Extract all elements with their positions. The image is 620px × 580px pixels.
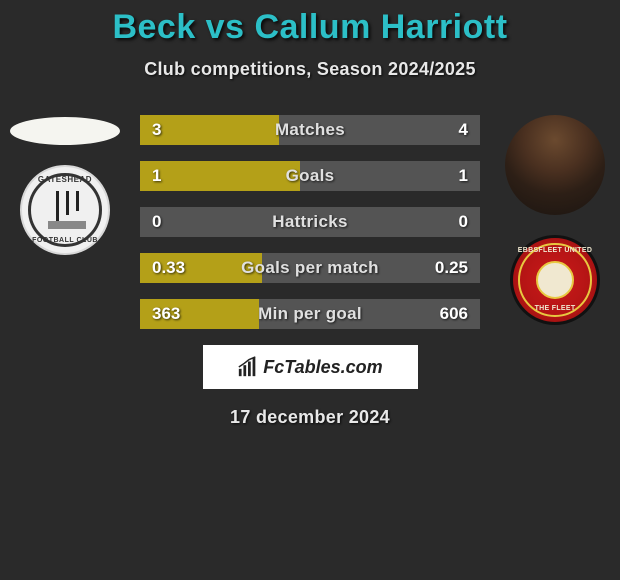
stat-row: 0.33Goals per match0.25 — [140, 253, 480, 283]
stat-right-value: 0 — [459, 207, 468, 237]
club-badge-right-text-bottom: THE FLEET — [513, 305, 597, 312]
stat-right-value: 1 — [459, 161, 468, 191]
stat-row: 3Matches4 — [140, 115, 480, 145]
date-line: 17 december 2024 — [0, 407, 620, 428]
page-title: Beck vs Callum Harriott — [0, 0, 620, 47]
brand-domain: .com — [341, 357, 383, 377]
player-photo-right — [505, 115, 605, 215]
stat-right-value: 0.25 — [435, 253, 468, 283]
club-badge-right: EBBSFLEET UNITED THE FLEET — [510, 235, 600, 325]
club-badge-left-text-top: GATESHEAD — [22, 175, 108, 184]
right-player-column: EBBSFLEET UNITED THE FLEET — [495, 115, 615, 325]
stat-label: Goals per match — [140, 253, 480, 283]
stat-row: 1Goals1 — [140, 161, 480, 191]
club-badge-left: GATESHEAD FOOTBALL CLUB — [20, 165, 110, 255]
subtitle: Club competitions, Season 2024/2025 — [0, 59, 620, 80]
stat-row: 363Min per goal606 — [140, 299, 480, 329]
brand-logo-text: FcTables.com — [263, 357, 382, 378]
stat-label: Matches — [140, 115, 480, 145]
stat-label: Goals — [140, 161, 480, 191]
left-player-column: GATESHEAD FOOTBALL CLUB — [5, 115, 125, 255]
chart-icon — [237, 356, 259, 378]
club-badge-left-text-bottom: FOOTBALL CLUB — [22, 237, 108, 244]
stat-right-value: 4 — [459, 115, 468, 145]
player-photo-left-placeholder — [10, 117, 120, 145]
stats-container: 3Matches4 1Goals1 0Hattricks0 0.33Goals per… — [140, 115, 480, 329]
stat-row: 0Hattricks0 — [140, 207, 480, 237]
stat-label: Hattricks — [140, 207, 480, 237]
brand-name: FcTables — [263, 357, 340, 377]
stat-right-value: 606 — [440, 299, 468, 329]
club-badge-right-inner — [536, 261, 574, 299]
club-badge-right-text-top: EBBSFLEET UNITED — [513, 247, 597, 254]
comparison-area: GATESHEAD FOOTBALL CLUB EBBSFLEET UNITED… — [0, 115, 620, 428]
stat-label: Min per goal — [140, 299, 480, 329]
brand-logo-box: FcTables.com — [203, 345, 418, 389]
